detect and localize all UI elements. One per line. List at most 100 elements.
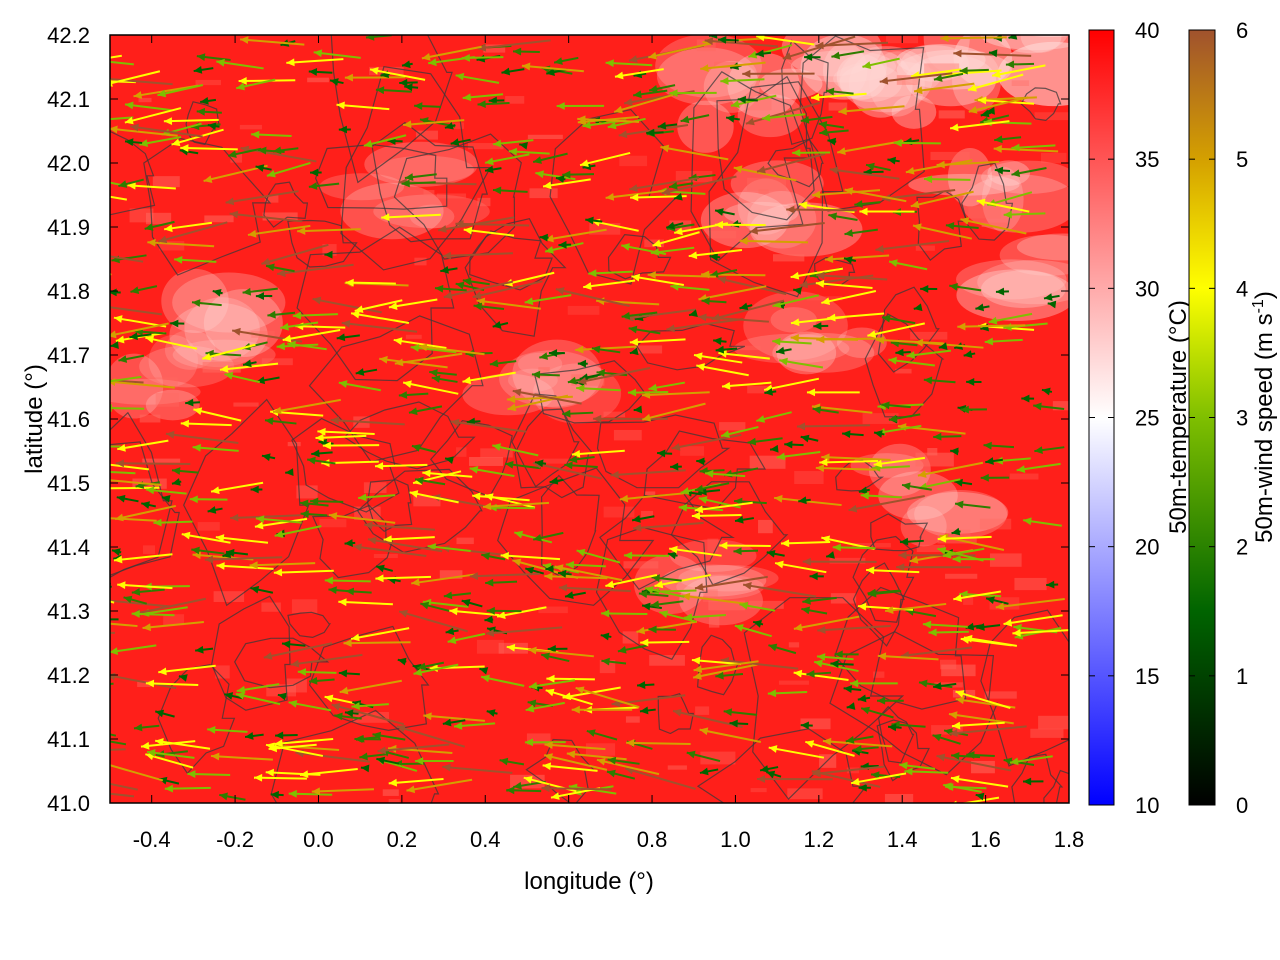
wind-vector [485, 578, 518, 587]
wind-vector-head [1016, 465, 1026, 473]
heatmap-texture [708, 615, 720, 628]
x-tick-label: 1.0 [720, 827, 751, 852]
wind-vector-head [756, 415, 766, 423]
wind-vector [912, 223, 973, 240]
wind-vector [142, 620, 205, 632]
wind-vector [287, 340, 327, 351]
wind-vector-head [123, 595, 133, 604]
wind-vector [369, 67, 426, 81]
wind-vector-shaft [848, 494, 925, 512]
wind-vector [110, 631, 115, 634]
wind-vector [360, 764, 370, 773]
wind-vector-shaft [626, 741, 691, 745]
wind-vector-shaft [261, 243, 329, 265]
wind-vector-shaft [879, 72, 953, 83]
wind-vector [1011, 143, 1056, 152]
wind-vector-head [544, 741, 553, 750]
wind-vector-shaft [165, 432, 239, 444]
wind-vector-shaft [110, 486, 160, 490]
wind-vector-shaft [142, 620, 205, 629]
wind-vector [469, 465, 515, 478]
wind-vector [601, 609, 648, 618]
wind-vector-shaft [158, 221, 228, 243]
wind-vector [633, 89, 668, 99]
heatmap-texture [163, 614, 185, 626]
wind-vector [219, 792, 246, 801]
wind-vector-head [445, 456, 454, 464]
wind-vector-head [492, 186, 502, 195]
heatmap-texture [152, 176, 180, 188]
heatmap-texture [204, 215, 234, 223]
wind-vector-head [463, 226, 473, 235]
wind-vector-head [913, 303, 923, 312]
wind-vector [506, 395, 573, 404]
contour-line [1043, 769, 1069, 803]
wind-vector-shaft [936, 754, 1012, 772]
wind-vector-head [815, 464, 825, 473]
wind-vector-head [129, 332, 138, 341]
heatmap-cool-patch [1027, 35, 1069, 37]
wind-vector-shaft [115, 332, 165, 342]
wind-vector-head [832, 543, 841, 552]
wind-vector-head [628, 325, 638, 334]
wind-vector-head [844, 187, 854, 195]
heatmap-texture [233, 402, 259, 407]
wind-vector-head [718, 35, 727, 44]
wind-vector-head [423, 712, 432, 721]
wind-vector-head [211, 486, 220, 495]
wind-vector-head [906, 351, 915, 359]
wind-vector-shaft [521, 64, 584, 73]
wind-vector-head [1003, 210, 1012, 219]
wind-vector [145, 486, 187, 495]
heatmap-texture [539, 458, 570, 464]
wind-vector-head [851, 777, 860, 786]
wind-vector-head [912, 223, 922, 232]
wind-vector-head [566, 750, 576, 759]
wind-vector [210, 481, 264, 495]
wind-vector-head [806, 388, 816, 397]
x-tick-label: 0.0 [303, 827, 334, 852]
heatmap-texture [526, 733, 551, 745]
wind-vector-head [621, 311, 631, 320]
wind-vector-head [310, 497, 319, 506]
wind-vector [110, 375, 142, 383]
wind-vector-head [139, 139, 149, 147]
wind-vector-shaft [216, 564, 274, 570]
wind-vector [816, 653, 854, 661]
wind-vector-head [610, 470, 619, 479]
wind-vector-head [562, 409, 571, 418]
wind-vector [508, 147, 550, 156]
wind-vector [249, 561, 316, 570]
wind-vector [837, 140, 904, 156]
wind-vector [838, 105, 905, 116]
wind-vector-shaft [698, 315, 769, 323]
wind-vector [829, 166, 900, 180]
heatmap-texture [989, 553, 1022, 567]
wind-vector-head [255, 515, 265, 524]
wind-vector-head [816, 271, 825, 280]
wind-vector [960, 405, 987, 414]
wind-vector [792, 148, 831, 157]
wind-vector-shaft [742, 583, 817, 598]
wind-vector [937, 534, 992, 543]
temperature-colorbar-tick-label: 35 [1135, 147, 1159, 172]
wind-vector-head [528, 646, 537, 655]
wind-vector [739, 237, 808, 246]
wind-vector [315, 433, 367, 442]
wind-vector [734, 624, 772, 638]
wind-vector [242, 359, 257, 368]
wind-vector-shaft [476, 299, 542, 310]
wind-vector-head [163, 117, 173, 126]
wind-vector-head [365, 35, 375, 41]
wind-vector-head [630, 193, 639, 202]
contour-line [367, 479, 413, 533]
wind-vector-shaft [960, 218, 1027, 235]
wind-vector [804, 53, 821, 62]
heatmap-texture [649, 655, 685, 666]
wind-vector-head [127, 181, 136, 190]
wind-vector-shaft [773, 496, 842, 507]
wind-vector [124, 101, 172, 112]
wind-vector-head [178, 674, 188, 682]
heatmap-cool-patch [164, 330, 216, 370]
contour-line [356, 468, 483, 554]
